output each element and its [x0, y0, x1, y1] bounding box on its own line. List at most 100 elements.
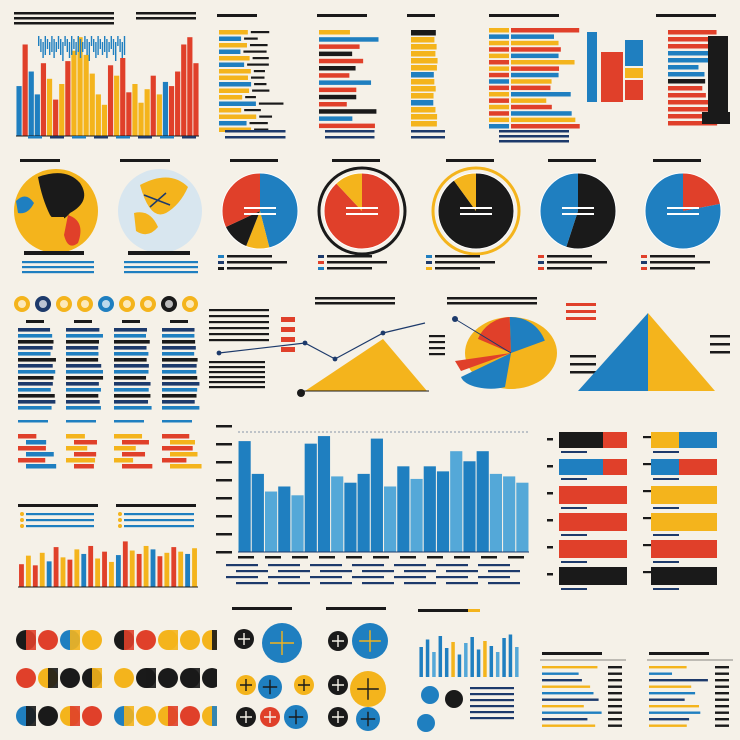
pie-title	[548, 159, 596, 162]
stripe	[18, 346, 53, 350]
pie-panel-4	[532, 155, 632, 280]
bar	[483, 641, 487, 677]
icon-glyph	[238, 633, 250, 645]
list-line	[715, 666, 729, 669]
hbar	[489, 85, 509, 91]
side-line	[570, 371, 596, 374]
mini-block	[26, 452, 54, 457]
list-line	[715, 685, 729, 688]
mini-block	[170, 440, 195, 445]
legend-line	[268, 576, 300, 579]
icon-glyph	[39, 300, 47, 308]
icon-glyph	[357, 678, 379, 700]
bar	[67, 559, 73, 587]
legend-line	[310, 576, 342, 579]
mini-block	[66, 446, 88, 451]
hbar-segment	[603, 459, 627, 475]
legend-line	[435, 261, 495, 264]
bar	[264, 491, 278, 552]
pie-slice	[477, 317, 511, 353]
top-hbar-list-5	[652, 12, 732, 147]
legend-line	[116, 136, 130, 139]
side-line	[570, 355, 596, 358]
hbar	[219, 88, 250, 93]
note-line	[26, 513, 94, 516]
stripe	[66, 364, 102, 368]
bar	[143, 545, 149, 587]
mini-block	[170, 452, 198, 457]
bar	[168, 86, 175, 136]
icon-glyph	[60, 300, 68, 308]
stripe	[66, 400, 100, 404]
legend-line	[138, 136, 152, 139]
pie-slice	[453, 173, 476, 211]
legend-line	[435, 255, 480, 258]
bar	[95, 94, 101, 136]
hbar	[219, 101, 256, 106]
top-hbar-list-3	[405, 12, 480, 147]
pie-label	[346, 207, 378, 209]
bar	[419, 647, 423, 677]
stripe	[114, 352, 149, 356]
bar	[450, 451, 463, 552]
row-label	[547, 519, 553, 522]
legend-line	[325, 136, 375, 139]
title-line	[315, 302, 395, 305]
strip	[93, 39, 95, 52]
axis-dot	[297, 389, 305, 397]
sub-label	[653, 561, 679, 563]
legend-swatch	[318, 261, 324, 264]
stripe	[114, 400, 149, 404]
sub-label	[561, 451, 587, 453]
strip	[104, 36, 106, 52]
hbar	[319, 116, 353, 121]
stripe	[18, 364, 53, 368]
strip	[44, 36, 46, 55]
stripe	[18, 382, 53, 386]
hbar	[489, 28, 509, 33]
bar	[40, 63, 47, 137]
hbar-label	[253, 70, 265, 73]
pie-outline	[221, 172, 299, 250]
stripe	[114, 394, 151, 398]
bar	[432, 652, 436, 677]
stripe	[18, 358, 56, 362]
side-line	[209, 386, 265, 389]
hbar-list-2	[317, 14, 379, 139]
list-line	[715, 679, 729, 682]
half-fill	[70, 706, 80, 726]
stripe	[114, 388, 149, 392]
text-list-panel-1	[538, 650, 633, 735]
side-line	[429, 347, 445, 350]
bar	[476, 649, 481, 677]
legend-line	[436, 576, 468, 579]
hbar-label	[254, 128, 269, 131]
hbar	[668, 30, 717, 35]
icon-circle-panel-2	[322, 605, 407, 735]
hbar	[219, 36, 242, 41]
bar	[101, 104, 108, 136]
stripe	[114, 364, 149, 368]
leader	[454, 318, 512, 354]
bottom-blue-bar-chart	[417, 609, 519, 732]
pie-label	[244, 207, 276, 209]
x-tick-label	[427, 556, 443, 559]
stripe	[18, 376, 54, 380]
stripe	[162, 364, 197, 368]
half-fill	[190, 668, 200, 688]
hbar	[219, 82, 252, 87]
side-line	[209, 315, 269, 318]
hbar-label	[250, 76, 265, 79]
legend-swatch	[218, 255, 224, 258]
grid-circle	[16, 668, 36, 688]
bullet	[118, 518, 122, 522]
stripe	[162, 358, 198, 362]
hbar	[319, 94, 357, 100]
hbar	[511, 85, 551, 91]
point	[332, 356, 338, 362]
legend-swatch	[218, 267, 224, 270]
grid-circle	[82, 630, 102, 650]
mini-block	[162, 458, 187, 463]
bar	[16, 86, 22, 136]
x-tick-label	[481, 556, 497, 559]
